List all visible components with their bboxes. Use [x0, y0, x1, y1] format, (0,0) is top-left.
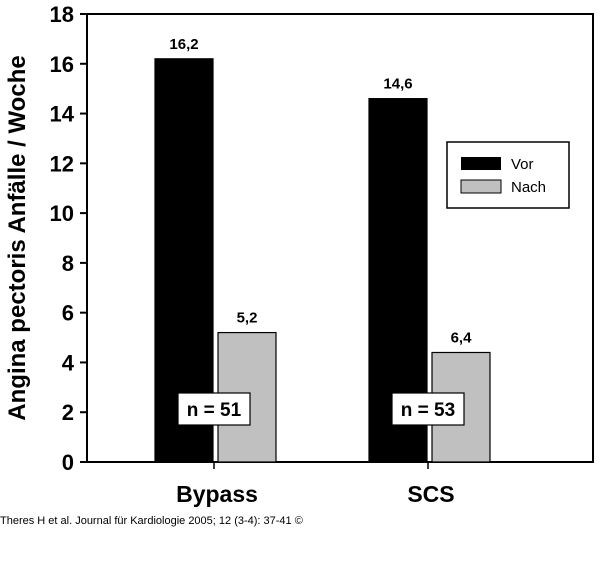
y-tick-label: 0	[62, 450, 74, 475]
y-tick-label: 6	[62, 301, 74, 326]
y-tick-label: 2	[62, 400, 74, 425]
legend-label-nach: Nach	[511, 179, 546, 196]
legend-swatch-vor	[461, 157, 501, 170]
credit-text: Theres H et al. Journal für Kardiologie …	[0, 515, 303, 527]
sample-size-label: n = 51	[187, 400, 242, 421]
y-tick-label: 18	[50, 2, 74, 27]
legend: Vor Nach	[446, 141, 570, 209]
x-category-label: Bypass	[176, 481, 258, 507]
legend-label-vor: Vor	[511, 156, 534, 173]
y-tick-label: 12	[50, 151, 74, 176]
sample-size-label: n = 53	[401, 400, 455, 421]
y-tick-label: 14	[50, 102, 75, 127]
data-label: 5,2	[237, 310, 258, 327]
data-label: 16,2	[169, 36, 198, 53]
y-tick-label: 16	[50, 52, 74, 77]
y-tick-label: 8	[62, 251, 74, 276]
data-label: 14,6	[383, 76, 412, 93]
legend-swatch-nach	[460, 179, 502, 194]
data-label: 6,4	[451, 329, 473, 346]
sample-size-box	[391, 392, 465, 426]
sample-size-box	[177, 392, 251, 426]
legend-box	[446, 141, 570, 209]
y-tick-label: 4	[62, 350, 75, 375]
y-tick-label: 10	[50, 201, 74, 226]
y-axis-label: Angina pectoris Anfälle / Woche	[4, 55, 31, 420]
x-category-label: SCS	[407, 481, 454, 507]
